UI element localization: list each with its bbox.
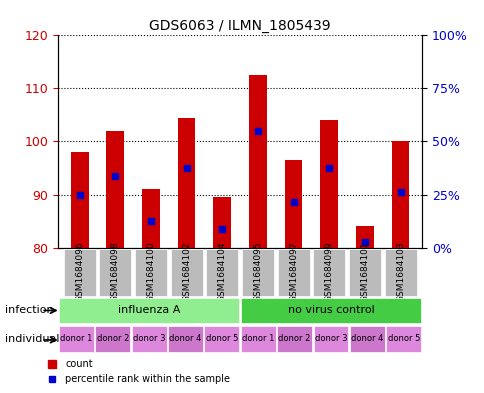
Text: GSM1684097: GSM1684097 [288, 242, 298, 303]
Bar [391, 141, 408, 248]
Text: donor 5: donor 5 [205, 334, 238, 343]
Legend: count, percentile rank within the sample: count, percentile rank within the sample [44, 356, 233, 388]
Text: donor 4: donor 4 [169, 334, 201, 343]
Text: donor 2: donor 2 [96, 334, 129, 343]
Text: donor 4: donor 4 [350, 334, 383, 343]
Text: GSM1684101: GSM1684101 [360, 242, 369, 303]
FancyBboxPatch shape [277, 248, 309, 296]
Title: GDS6063 / ILMN_1805439: GDS6063 / ILMN_1805439 [149, 19, 330, 33]
Text: GSM1684103: GSM1684103 [395, 242, 404, 303]
Text: no virus control: no virus control [287, 305, 374, 316]
Bar [319, 120, 337, 248]
Text: donor 1: donor 1 [60, 334, 92, 343]
Text: GSM1684095: GSM1684095 [253, 242, 262, 303]
Bar [355, 226, 373, 248]
FancyBboxPatch shape [206, 248, 238, 296]
Bar [106, 131, 124, 248]
FancyBboxPatch shape [348, 248, 380, 296]
Text: GSM1684096: GSM1684096 [75, 242, 84, 303]
Text: donor 3: donor 3 [314, 334, 347, 343]
FancyBboxPatch shape [99, 248, 131, 296]
FancyBboxPatch shape [59, 298, 239, 323]
Text: GSM1684098: GSM1684098 [110, 242, 120, 303]
Text: individual: individual [5, 334, 59, 344]
Text: GSM1684099: GSM1684099 [324, 242, 333, 303]
FancyBboxPatch shape [95, 326, 130, 352]
FancyBboxPatch shape [167, 326, 202, 352]
Text: infection: infection [5, 305, 53, 316]
Bar [284, 160, 302, 248]
Text: GSM1684100: GSM1684100 [146, 242, 155, 303]
FancyBboxPatch shape [313, 326, 348, 352]
FancyBboxPatch shape [276, 326, 311, 352]
Bar [177, 118, 195, 248]
FancyBboxPatch shape [135, 248, 166, 296]
Text: donor 5: donor 5 [387, 334, 419, 343]
FancyBboxPatch shape [240, 298, 420, 323]
Bar [213, 197, 231, 248]
FancyBboxPatch shape [131, 326, 166, 352]
Text: donor 2: donor 2 [278, 334, 310, 343]
FancyBboxPatch shape [384, 248, 416, 296]
Text: influenza A: influenza A [118, 305, 180, 316]
Text: donor 3: donor 3 [133, 334, 165, 343]
Bar [142, 189, 160, 248]
Text: donor 1: donor 1 [242, 334, 274, 343]
Text: GSM1684104: GSM1684104 [217, 242, 227, 302]
Bar [71, 152, 88, 248]
FancyBboxPatch shape [170, 248, 202, 296]
FancyBboxPatch shape [313, 248, 345, 296]
FancyBboxPatch shape [349, 326, 384, 352]
FancyBboxPatch shape [242, 248, 273, 296]
FancyBboxPatch shape [63, 248, 95, 296]
FancyBboxPatch shape [385, 326, 420, 352]
Bar [248, 75, 266, 248]
FancyBboxPatch shape [240, 326, 275, 352]
Text: GSM1684102: GSM1684102 [182, 242, 191, 302]
FancyBboxPatch shape [59, 326, 93, 352]
FancyBboxPatch shape [204, 326, 239, 352]
